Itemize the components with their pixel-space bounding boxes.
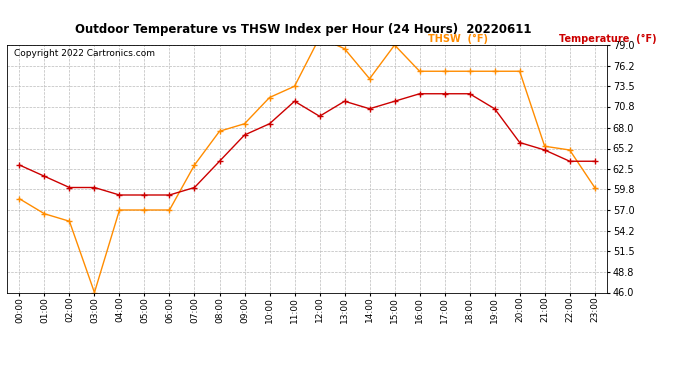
Text: Temperature  (°F): Temperature (°F) (559, 34, 656, 44)
Text: Outdoor Temperature vs THSW Index per Hour (24 Hours)  20220611: Outdoor Temperature vs THSW Index per Ho… (75, 22, 532, 36)
Text: THSW  (°F): THSW (°F) (428, 34, 488, 44)
Text: Copyright 2022 Cartronics.com: Copyright 2022 Cartronics.com (14, 49, 155, 58)
